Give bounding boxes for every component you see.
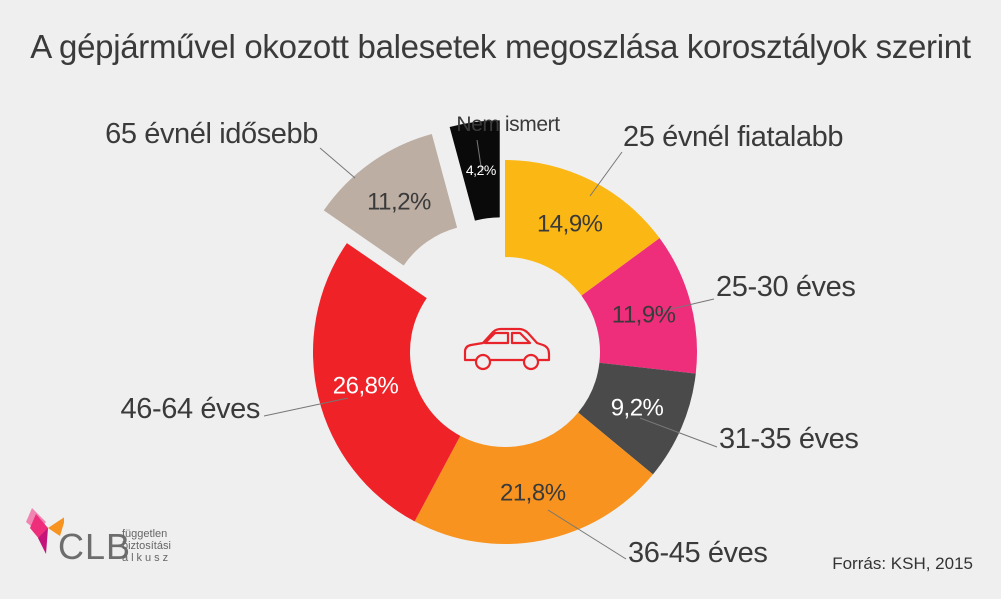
leader-line-3 [639,417,718,448]
category-label-6: 65 évnél idősebb [105,118,318,150]
leader-line-6 [319,147,356,179]
value-label-2: 11,9% [612,302,676,329]
slice-1 [505,160,660,296]
slice-3 [578,362,696,475]
leader-line-5 [263,397,349,417]
leader-line-4 [547,509,627,560]
category-label-3: 31-35 éves [719,423,859,455]
category-label-1: 25 évnél fiatalabb [623,121,843,153]
chart-title: A gépjárművel okozott balesetek megoszlá… [30,28,971,65]
value-label-5: 26,8% [333,372,399,399]
value-label-7: 4,2% [466,162,496,178]
category-label-2: 25-30 éves [716,271,856,303]
slice-4 [414,412,653,544]
car-icon [463,327,551,371]
source-note: Forrás: KSH, 2015 [832,554,973,573]
logo-text: CLB [58,526,132,567]
leader-line-7 [476,139,483,174]
leader-line-1 [589,151,623,197]
slice-7 [449,120,500,221]
logo-sub-1: független [122,528,168,540]
slice-6 [323,133,458,266]
logo-sub-3: alkusz [122,552,172,564]
value-label-6: 11,2% [367,189,431,216]
value-label-3: 9,2% [611,395,664,422]
logo-sub-2: biztosítási [122,540,171,552]
leader-line-2 [649,298,715,315]
slice-2 [581,238,698,374]
category-label-5: 46-64 éves [121,393,261,425]
value-label-4: 21,8% [500,479,566,506]
value-label-1: 14,9% [537,210,603,237]
slice-5 [313,243,461,522]
butterfly-icon [26,508,64,554]
clb-logo: CLB független biztosítási alkusz [24,506,194,576]
category-label-7: Nem ismert [456,113,560,136]
category-label-4: 36-45 éves [628,537,768,569]
